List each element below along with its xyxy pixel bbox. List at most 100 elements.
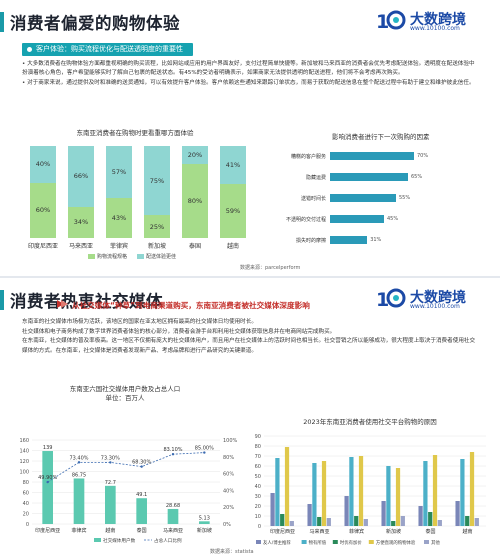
bar-stack: 40% 60% xyxy=(30,146,56,238)
brand-logo: 1 大数跨境 www.10100.com xyxy=(376,8,486,36)
bar xyxy=(317,517,322,526)
y-tick-label: 80 xyxy=(23,480,29,486)
y-tick-label: 送错时间长 xyxy=(300,196,326,202)
legend-swatch xyxy=(424,540,429,544)
bar xyxy=(354,516,359,526)
title-accent-bar xyxy=(0,290,4,310)
bullet-list: • 大多数消费者在购物体验方面都重视明确的购买流程，比如网站或应用的用户界面友好… xyxy=(22,60,478,88)
x-tick-label: 菲律宾 xyxy=(349,528,364,535)
grouped-bar-chart: 90 80 70 60 50 40 30 20 10 0 印度尼西亚 马来西亚 菲律宾 新加坡 泰国 越南友人… xyxy=(255,434,486,546)
bar-segment: 25% xyxy=(144,215,170,238)
section-banner: 客户体验：购买流程优化与配送透明度的重要性 xyxy=(22,43,193,56)
logo-url: www.10100.com xyxy=(410,25,460,32)
y-tick-label: 隐藏运费 xyxy=(305,175,326,181)
legend-swatch xyxy=(88,254,95,259)
combo-bar-line-chart: 160 140 120 100 80 60 40 20 0 100% 80% 60% 40% 20% 0% 1… xyxy=(19,438,238,544)
x-tick-label: 越南 xyxy=(226,243,239,250)
x-tick-label: 新加坡 xyxy=(197,527,212,534)
legend-swatch xyxy=(301,540,307,544)
bar xyxy=(326,518,331,526)
lead-item: 东南亚的社交媒体市场极为活跃，该地区的国家在亚太地区拥有最高的社交媒体日均使用时… xyxy=(22,319,257,325)
bar xyxy=(455,501,460,526)
bar-segment: 20% xyxy=(182,146,208,165)
bar xyxy=(289,521,294,526)
logo-mark-icon: 1 xyxy=(376,10,406,33)
bar-stack: 41% 59% xyxy=(220,146,246,238)
brand-logo: 1 大数跨境 www.10100.com xyxy=(376,286,486,314)
legend-label: 友人/博主推荐 xyxy=(263,539,291,546)
panel-shopping-experience: 消费者偏爱的购物体验 1 大数跨境 www.10100.com 客户体验：购买流… xyxy=(0,0,500,276)
y-tick-label: 120 xyxy=(19,459,29,465)
y-tick-label: 20 xyxy=(255,504,261,510)
bar xyxy=(423,461,428,526)
bar xyxy=(386,466,391,526)
lead-item: 社交媒体和电子商务构成了数字世界消费者体验的核心部分，消费者会游手台和利用社交媒… xyxy=(22,328,336,335)
chart-title: 影响消费者进行下一次购购的因素 xyxy=(332,133,430,141)
bar xyxy=(321,461,327,526)
bar xyxy=(42,451,53,524)
bar xyxy=(391,521,396,526)
chart-title: 2023年东南亚消费者使用社交平台购物的原因 xyxy=(303,418,437,426)
y2-tick-label: 20% xyxy=(223,505,234,511)
y2-tick-label: 0% xyxy=(223,522,231,528)
y-tick-label: 70 xyxy=(255,454,261,460)
y-tick-label: 20 xyxy=(23,512,29,518)
chart-subtitle: 单位：百万人 xyxy=(105,394,145,402)
y-tick-label: 60 xyxy=(23,491,29,497)
bar xyxy=(275,458,280,526)
data-label: 65% xyxy=(411,174,423,180)
source-note: 数据来源：statista xyxy=(210,549,254,555)
bar xyxy=(73,478,85,524)
banner-text: 客户体验：购买流程优化与配送透明度的重要性 xyxy=(36,45,183,53)
bar-segment: 75% xyxy=(144,146,170,215)
svg-text:1: 1 xyxy=(376,289,389,311)
line-point xyxy=(171,452,175,456)
bar-segment: 66% xyxy=(68,146,94,207)
data-label: 55% xyxy=(399,195,411,201)
bar xyxy=(474,518,479,526)
legend-swatch xyxy=(256,540,261,544)
bar xyxy=(400,516,405,526)
bar xyxy=(136,498,147,524)
x-tick-label: 印度尼西亚 xyxy=(27,243,58,250)
data-label: 28.68 xyxy=(166,503,180,509)
x-tick-label: 印度尼西亚 xyxy=(270,528,295,535)
bullet-item: • 大多数消费者在购物体验方面都重视明确的购买流程，比如网站或应用的用户界面友好… xyxy=(22,61,475,77)
bar xyxy=(284,447,290,526)
y-tick-label: 40 xyxy=(23,501,29,507)
banner-dot-icon xyxy=(27,47,32,52)
data-label: 5.13 xyxy=(199,515,210,521)
y2-tick-label: 60% xyxy=(223,472,234,478)
bar xyxy=(460,459,465,526)
bar xyxy=(167,508,179,524)
data-label: 72.7 xyxy=(105,480,116,486)
title-accent-bar xyxy=(0,12,4,32)
bar xyxy=(199,521,210,524)
y-tick-label: 90 xyxy=(255,434,261,440)
legend-swatch xyxy=(137,254,145,259)
series-line xyxy=(47,452,205,483)
line-point xyxy=(203,451,206,454)
x-tick-label: 印度尼西亚 xyxy=(35,527,60,534)
y-tick-label: 60 xyxy=(255,464,261,470)
bar xyxy=(469,452,475,526)
section-subtitle: 从社交媒体“种草”到电商渠道购买，东南亚消费者被社交媒体深度影响 xyxy=(72,301,310,310)
legend-item: 配送体验更佳 xyxy=(137,253,176,260)
x-tick-label: 越南 xyxy=(462,528,472,535)
bar xyxy=(428,512,433,526)
bar-segment: 41% xyxy=(220,146,246,184)
x-tick-label: 新加坡 xyxy=(147,243,166,250)
line-data-label: 68.30% xyxy=(132,460,151,466)
x-tick-label: 马来西亚 xyxy=(163,527,183,534)
bar-segment: 43% xyxy=(106,198,132,238)
chart-title: 东南亚六国社交媒体用户数及占总人口 xyxy=(69,385,181,393)
bar xyxy=(330,173,408,181)
x-tick-label: 泰国 xyxy=(425,528,435,535)
bar xyxy=(312,463,317,526)
bar xyxy=(418,506,423,526)
bar-stack: 20% 80% xyxy=(182,146,208,238)
y-tick-label: 10 xyxy=(255,514,261,520)
y2-tick-label: 100% xyxy=(223,438,238,444)
bar xyxy=(358,456,364,526)
legend-swatch xyxy=(332,540,338,544)
